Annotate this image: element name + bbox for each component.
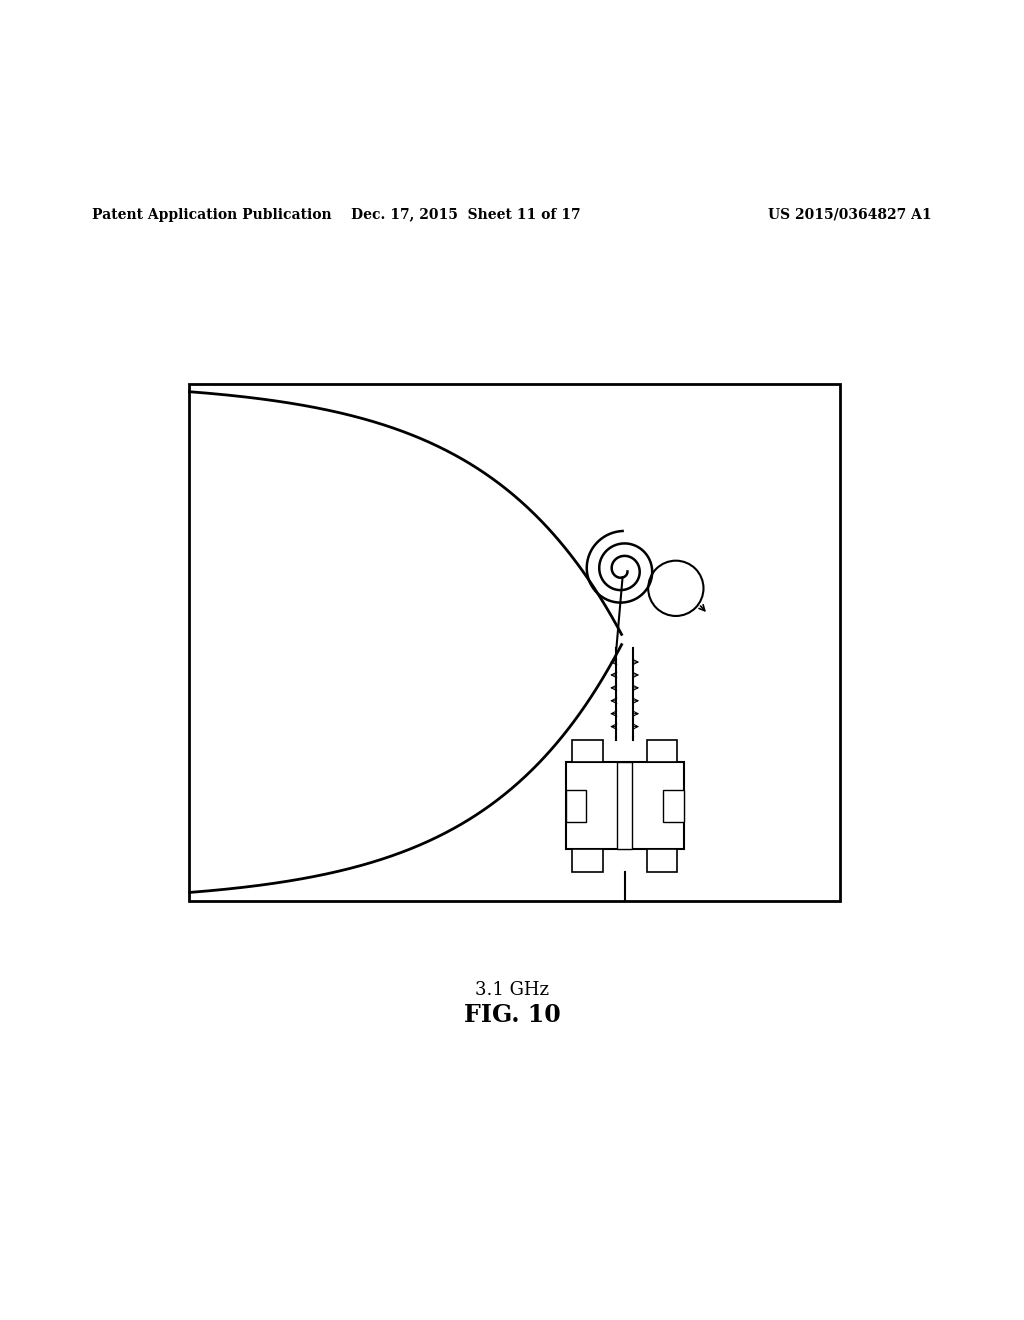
Text: 3.1 GHz: 3.1 GHz — [475, 981, 549, 999]
Text: FIG. 10: FIG. 10 — [464, 1003, 560, 1027]
Bar — [616, 763, 633, 850]
Text: Dec. 17, 2015  Sheet 11 of 17: Dec. 17, 2015 Sheet 11 of 17 — [351, 207, 581, 222]
Text: Patent Application Publication: Patent Application Publication — [92, 207, 332, 222]
Bar — [571, 741, 602, 763]
Bar — [647, 741, 678, 763]
Bar — [565, 763, 684, 850]
Text: US 2015/0364827 A1: US 2015/0364827 A1 — [768, 207, 932, 222]
Bar — [565, 789, 586, 822]
Bar — [571, 850, 602, 873]
Bar — [664, 789, 684, 822]
Bar — [189, 384, 840, 900]
Bar — [647, 850, 678, 873]
